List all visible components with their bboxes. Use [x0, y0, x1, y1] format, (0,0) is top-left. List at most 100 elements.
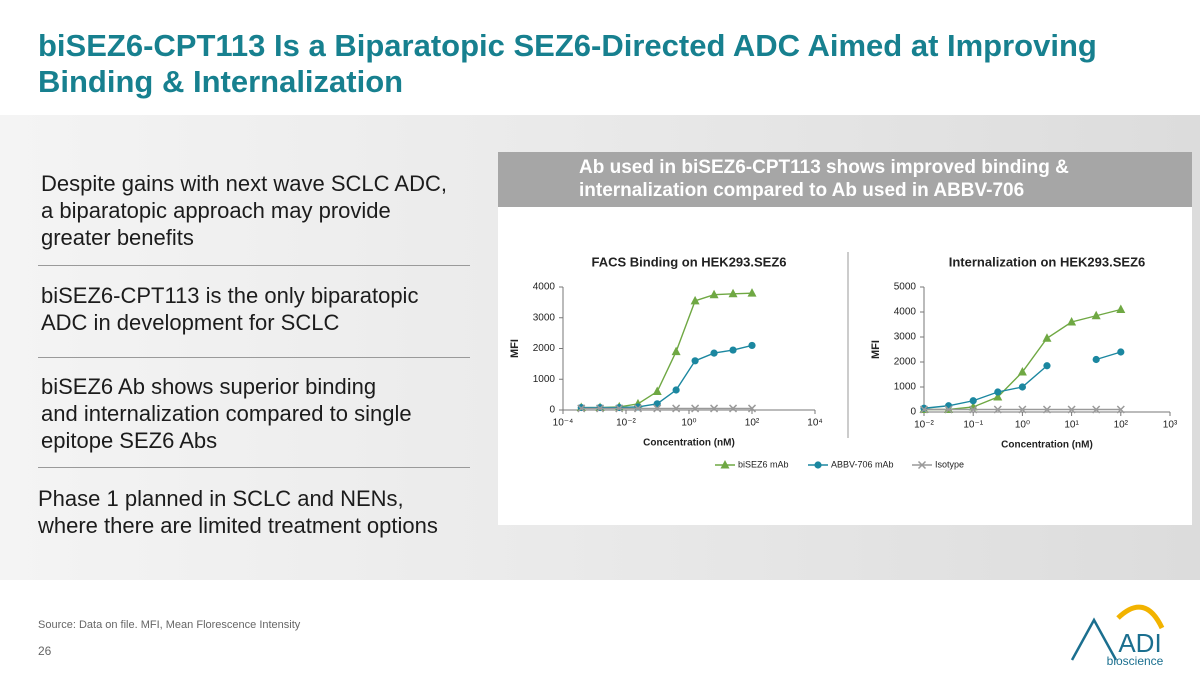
data-point [969, 397, 977, 405]
x-tick-label: 10⁰ [1015, 420, 1030, 431]
data-point [652, 386, 662, 396]
series-line [581, 292, 753, 409]
legend-label: biSEZ6 mAb [738, 459, 789, 469]
x-tick-label: 10¹ [1064, 420, 1079, 431]
data-point [748, 341, 756, 350]
data-point [672, 404, 681, 413]
panel-header-text: Ab used in biSEZ6-CPT113 shows improved … [579, 156, 1069, 202]
bullet-line: Phase 1 planned in SCLC and NENs, [38, 486, 404, 511]
data-point [728, 288, 738, 298]
data-point [969, 405, 978, 414]
bullet-line: and internalization compared to single [41, 401, 412, 426]
legend-marker [917, 460, 927, 470]
x-tick-label: 10⁻¹ [963, 420, 983, 431]
bullet-line: greater benefits [41, 225, 194, 250]
bullet-line: biSEZ6 Ab shows superior binding [41, 374, 377, 399]
y-tick-label: 4000 [894, 307, 917, 318]
data-point [1092, 405, 1101, 414]
legend-marker [720, 460, 730, 469]
data-point [1091, 310, 1101, 320]
bullet-line: Despite gains with next wave SCLC ADC, [41, 171, 447, 196]
data-point [1067, 317, 1077, 326]
bullet: Phase 1 planned in SCLC and NENs, where … [38, 485, 438, 539]
data-point [671, 346, 681, 356]
page-number: 26 [38, 644, 52, 658]
logo-arc [1116, 604, 1165, 630]
y-tick-label: 0 [910, 407, 916, 418]
legend-label: Isotype [935, 459, 964, 469]
data-point [710, 404, 719, 413]
logo-a [1070, 617, 1118, 661]
y-tick-label: 3000 [533, 312, 556, 323]
data-point [691, 357, 699, 365]
data-point [596, 404, 605, 413]
bullet-line: ADC in development for SCLC [41, 310, 340, 335]
data-point [1042, 333, 1052, 342]
data-point [710, 349, 718, 357]
y-tick-label: 3000 [894, 332, 917, 343]
bullet: Despite gains with next wave SCLC ADC, a… [41, 170, 447, 251]
x-tick-label: 10⁻² [616, 418, 636, 429]
slide-title: biSEZ6-CPT113 Is a Biparatopic SEZ6-Dire… [38, 28, 1097, 100]
divider [38, 265, 470, 266]
y-tick-label: 1000 [894, 382, 917, 393]
y-axis-label: MFI [509, 339, 521, 358]
y-tick-label: 0 [549, 405, 555, 416]
x-tick-label: 10² [1114, 420, 1129, 431]
logo-brand: ADI [1118, 628, 1161, 658]
legend-marker [814, 461, 822, 469]
legend-label: ABBV-706 mAb [831, 459, 894, 469]
chart-title: Internalization on HEK293.SEZ6 [949, 254, 1146, 269]
x-tick-label: 10² [745, 418, 760, 429]
data-point [1116, 405, 1125, 414]
bullet-line: where there are limited treatment option… [38, 513, 438, 538]
data-point [633, 404, 643, 413]
data-point [993, 405, 1002, 414]
x-tick-label: 10⁴ [807, 418, 822, 429]
chart-title: FACS Binding on HEK293.SEZ6 [591, 254, 786, 269]
data-point [653, 404, 662, 413]
data-point [920, 404, 928, 412]
data-point [729, 346, 737, 354]
data-point [1043, 362, 1051, 370]
data-point [1117, 348, 1125, 356]
data-point [944, 405, 953, 414]
y-tick-label: 2000 [894, 357, 917, 368]
logo [1070, 604, 1165, 661]
data-point [1018, 405, 1027, 414]
y-tick-label: 1000 [533, 374, 556, 385]
x-tick-label: 10³ [1163, 420, 1178, 431]
data-point [919, 405, 929, 414]
data-point [993, 392, 1003, 401]
data-point [1067, 405, 1076, 414]
title-line: biSEZ6-CPT113 Is a Biparatopic SEZ6-Dire… [38, 28, 1097, 63]
y-tick-label: 5000 [894, 282, 917, 293]
data-point [1116, 304, 1126, 313]
x-axis-label: Concentration (nM) [1001, 440, 1093, 451]
bullet: biSEZ6-CPT113 is the only biparatopic AD… [41, 282, 418, 336]
data-point [672, 386, 680, 394]
data-point [747, 404, 757, 413]
series-line [923, 351, 1122, 409]
panel-header [498, 152, 1192, 207]
data-point [1018, 383, 1026, 391]
x-tick-label: 10⁻⁴ [553, 418, 574, 429]
data-point [691, 404, 700, 413]
x-tick-label: 10⁰ [681, 418, 696, 429]
bullet: biSEZ6 Ab shows superior binding and int… [41, 373, 412, 454]
divider [38, 467, 470, 468]
data-point [577, 404, 586, 413]
divider [38, 357, 470, 358]
y-tick-label: 4000 [533, 282, 556, 293]
series-line [581, 344, 753, 409]
x-tick-label: 10⁻² [914, 420, 934, 431]
data-point [709, 289, 719, 299]
header-line: internalization compared to Ab used in A… [579, 180, 1025, 201]
data-point [994, 388, 1002, 396]
data-point [615, 404, 624, 413]
chart-panel [498, 152, 1192, 525]
data-point [690, 295, 700, 305]
data-point [729, 404, 738, 413]
